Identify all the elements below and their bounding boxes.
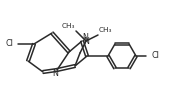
Text: N: N <box>52 69 58 78</box>
Text: CH₃: CH₃ <box>99 27 112 33</box>
Text: N: N <box>83 36 89 45</box>
Text: Cl: Cl <box>5 40 13 49</box>
Text: CH₃: CH₃ <box>62 23 75 29</box>
Text: N: N <box>82 33 88 43</box>
Text: Cl: Cl <box>151 52 159 61</box>
